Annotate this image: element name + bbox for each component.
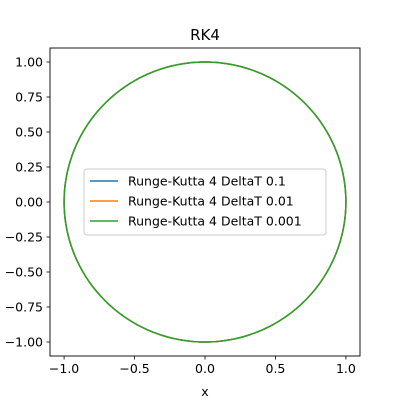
x-tick-label: 1.0 [336,361,356,376]
y-tick-label: −0.50 [5,265,43,280]
y-tick-label: −1.00 [5,335,43,350]
x-tick-label: 0.0 [195,361,215,376]
x-tick-label: −1.0 [49,361,79,376]
series-line-3 [63,61,347,343]
legend-label: Runge-Kutta 4 DeltaT 0.001 [128,214,302,229]
y-tick-label: 1.00 [15,55,43,70]
x-axis-label: x [201,384,208,399]
y-axis: 1.00 0.75 0.50 0.25 0.00 −0.25 −0.50 −0.75 −1.00 [5,55,50,350]
y-tick-label: 0.75 [15,90,43,105]
x-tick-label: 0.5 [266,361,286,376]
y-tick-label: 0.00 [15,195,43,210]
legend: Runge-Kutta 4 DeltaT 0.1 Runge-Kutta 4 De… [83,168,327,236]
y-tick-label: 0.50 [15,125,43,140]
x-axis: −1.0 −0.5 0.0 0.5 1.0 [49,356,356,376]
y-tick-label: −0.25 [5,230,43,245]
y-tick-label: 0.25 [15,160,43,175]
legend-label: Runge-Kutta 4 DeltaT 0.01 [128,194,294,209]
legend-box [83,168,327,236]
chart-title: RK4 [190,26,220,44]
y-tick-label: −0.75 [5,300,43,315]
series-layer [63,61,347,343]
x-tick-label: −0.5 [119,361,149,376]
legend-label: Runge-Kutta 4 DeltaT 0.1 [128,174,286,189]
